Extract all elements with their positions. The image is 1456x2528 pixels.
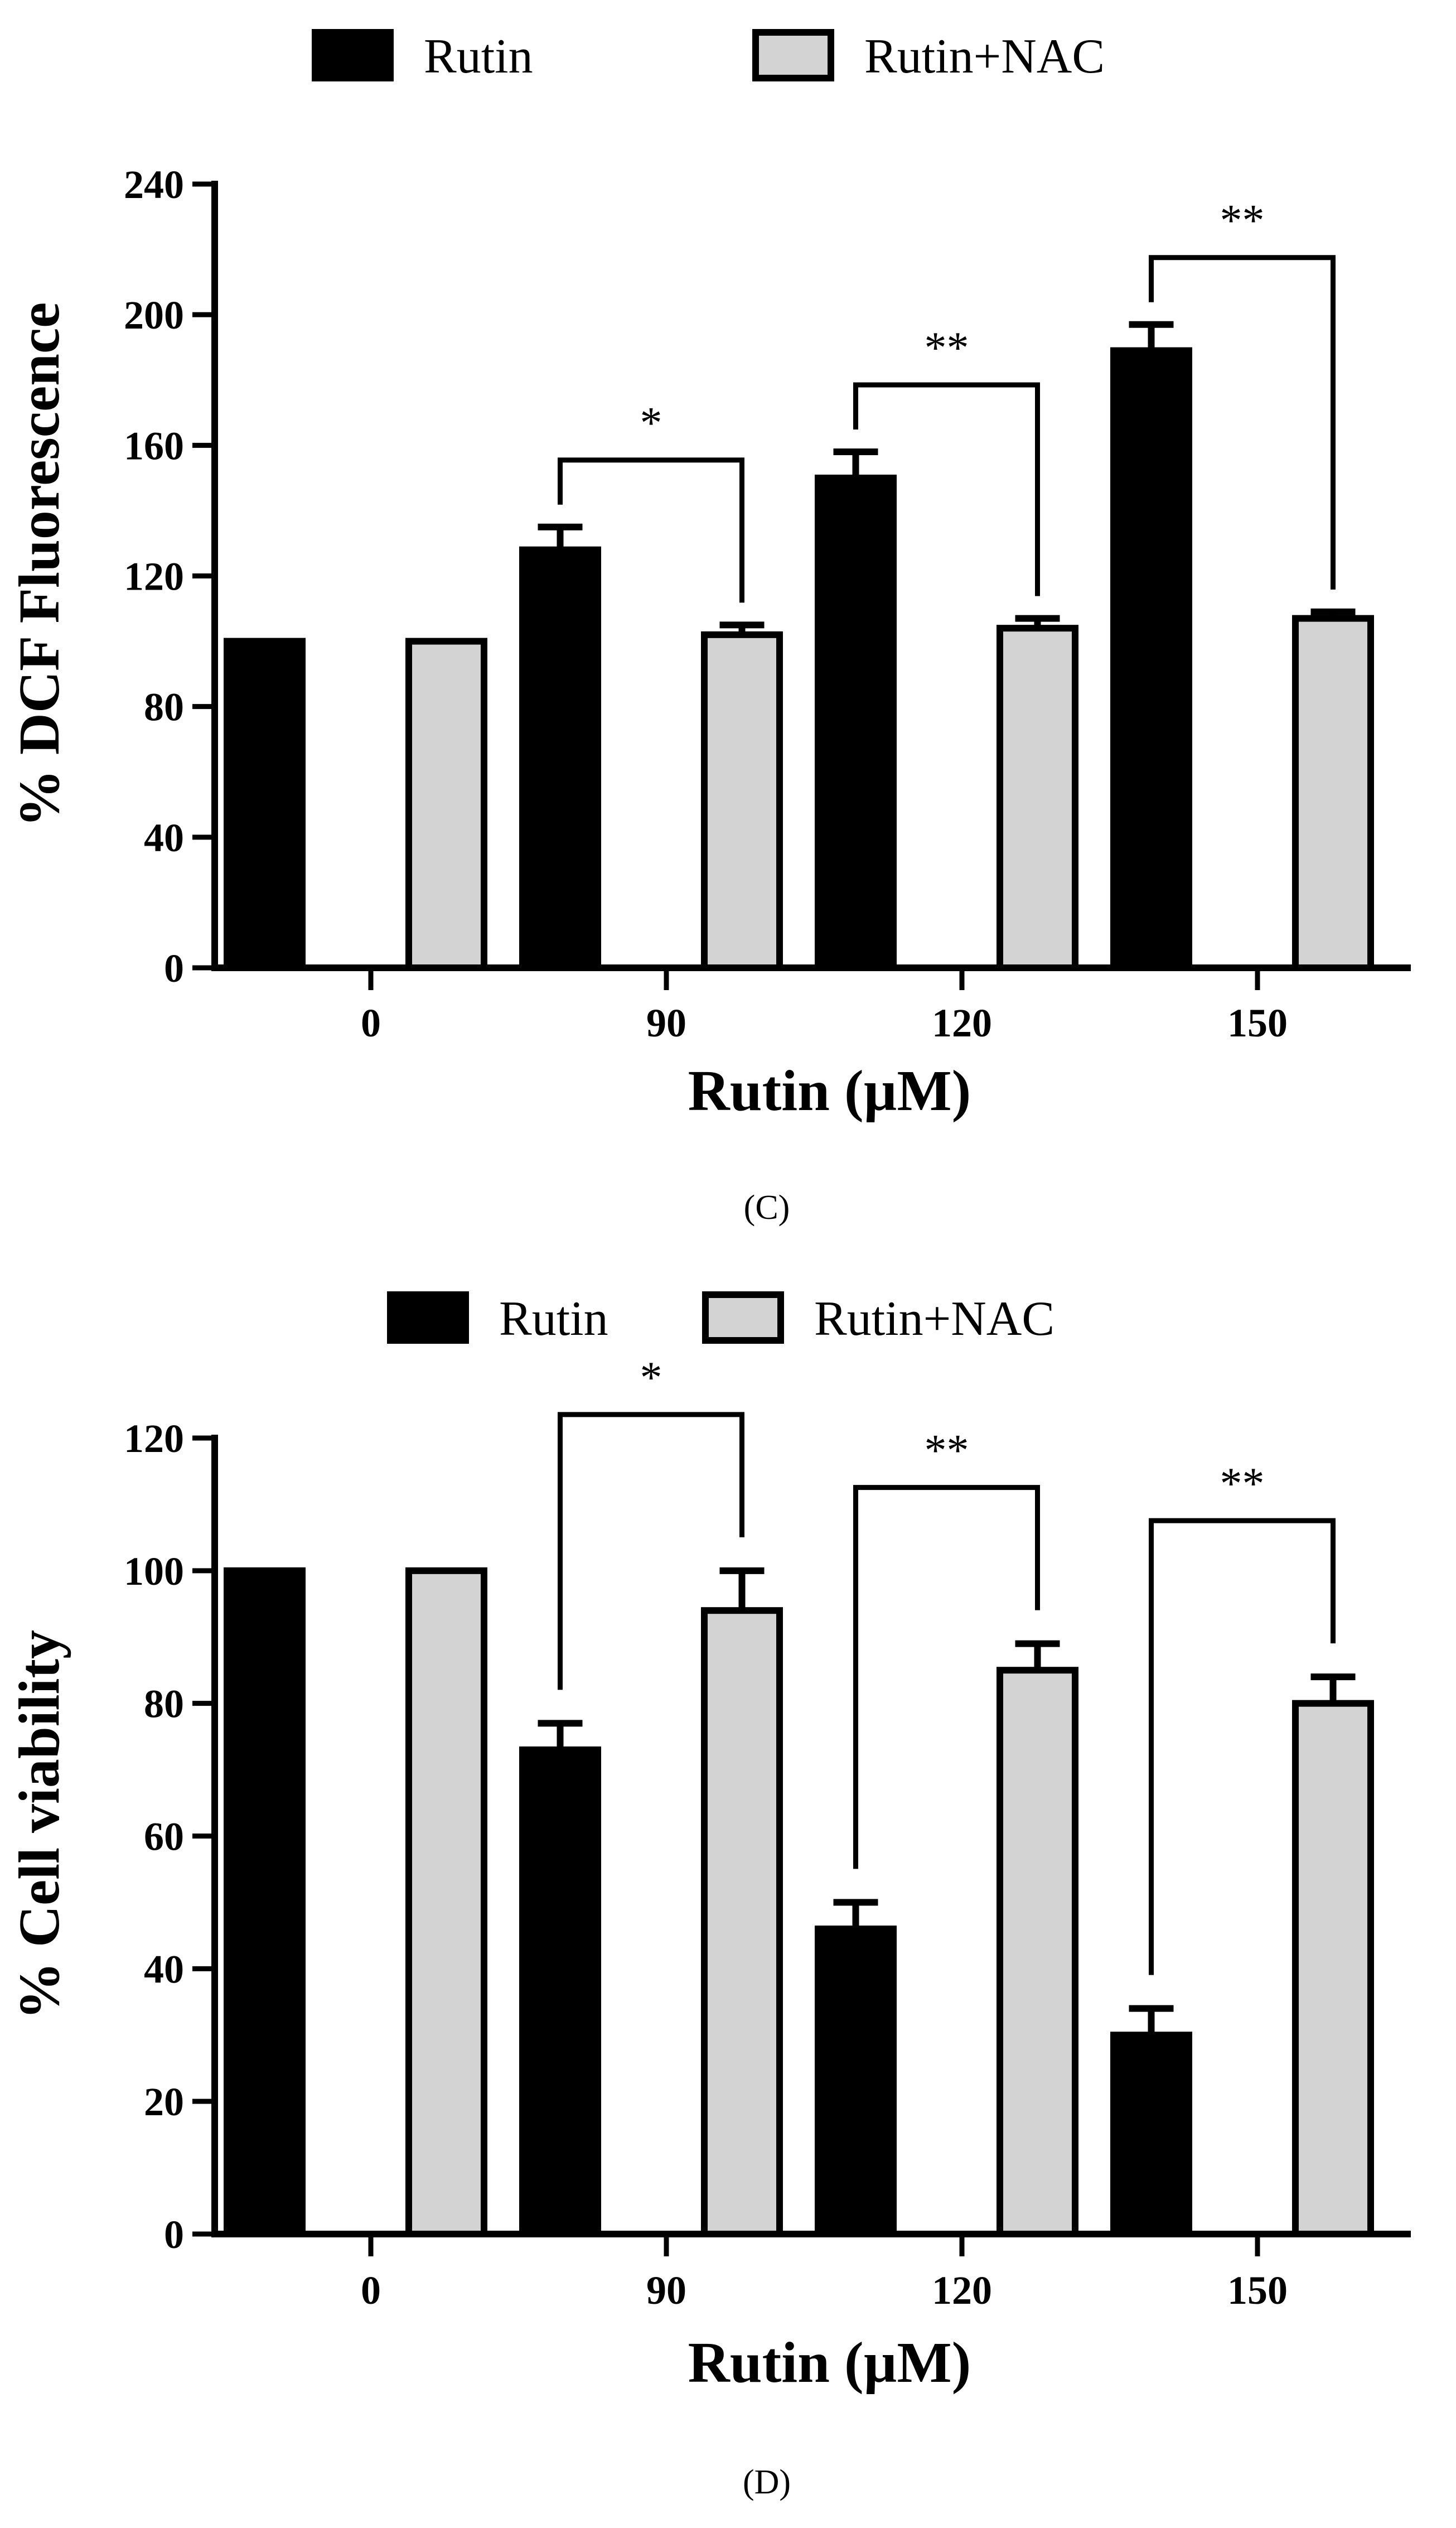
bar-rutin-nac [1292, 615, 1374, 971]
y-tick-label: 120 [124, 1416, 184, 1461]
y-tick-label: 160 [124, 423, 184, 468]
panel-label: (D) [743, 2463, 791, 2501]
y-axis-title: % DCF Fluorescence [7, 302, 71, 828]
significance-label: ** [925, 324, 969, 373]
y-tick-label: 40 [144, 816, 184, 860]
y-tick-label: 60 [144, 1815, 184, 1859]
legend-label-rutin: Rutin [499, 1292, 608, 1346]
y-tick-label: 40 [144, 1947, 184, 1991]
significance-label: * [640, 399, 662, 448]
y-tick-label: 240 [124, 162, 184, 207]
legend-label-rutin-nac: Rutin+NAC [864, 30, 1105, 84]
bar-rutin [815, 474, 897, 971]
bar-rutin-nac [405, 1567, 487, 2237]
x-axis-title: Rutin (µM) [688, 1059, 971, 1123]
x-tick-label: 90 [646, 2268, 686, 2313]
significance-bracket [558, 457, 744, 603]
y-tick-label: 80 [144, 1682, 184, 1726]
legend-swatch-rutin [312, 29, 394, 81]
significance-bracket [1149, 255, 1336, 590]
y-tick-label: 0 [164, 2212, 184, 2257]
y-tick-label: 100 [124, 1549, 184, 1594]
y-tick-label: 200 [124, 293, 184, 337]
significance-label: ** [1220, 1459, 1265, 1508]
bar-rutin [224, 1567, 306, 2237]
x-tick-label: 0 [361, 2268, 381, 2313]
x-axis-title: Rutin (µM) [688, 2331, 971, 2395]
y-tick-label: 20 [144, 2080, 184, 2124]
chart-dcf-fluorescence: Rutin Rutin+NAC 0 40 80 120 160 200 240 0 90 120 150… [7, 29, 1411, 1227]
chart-cell-viability: Rutin Rutin+NAC 0 20 40 60 80 100 120 0 90 120 150 Ru… [7, 1291, 1411, 2501]
bar-rutin-nac [701, 1607, 783, 2237]
panel-label: (C) [744, 1189, 790, 1227]
significance-label: ** [925, 1426, 969, 1475]
x-tick-label: 90 [646, 1001, 686, 1045]
bar-rutin [519, 546, 601, 971]
significance-label: ** [1220, 196, 1265, 245]
legend-label-rutin: Rutin [424, 30, 533, 84]
significance-bracket [1149, 1518, 1336, 1975]
bar-rutin [519, 1746, 601, 2238]
significance-bracket [558, 1412, 744, 1690]
bar-rutin-nac [701, 631, 783, 971]
x-tick-label: 0 [361, 1001, 381, 1045]
y-tick-label: 80 [144, 685, 184, 730]
bar-rutin [1110, 347, 1192, 971]
significance-bracket [853, 1485, 1040, 1869]
bar-rutin [224, 638, 306, 972]
legend-swatch-rutin-nac [752, 29, 834, 81]
bar-rutin-nac [405, 638, 487, 972]
significance-bracket [853, 382, 1040, 596]
bar-rutin [1110, 2032, 1192, 2237]
bar-rutin-nac [1292, 1700, 1374, 2238]
significance-label: * [640, 1353, 662, 1402]
legend-swatch-rutin-nac [702, 1291, 784, 1344]
y-tick-label: 0 [164, 946, 184, 991]
x-tick-label: 120 [932, 1001, 992, 1045]
bar-rutin-nac [997, 1667, 1078, 2237]
x-tick-label: 150 [1227, 2268, 1288, 2313]
y-tick-label: 120 [124, 554, 184, 599]
bar-rutin-nac [997, 625, 1078, 971]
y-axis-title: % Cell viability [7, 1630, 71, 2020]
legend-swatch-rutin [387, 1291, 469, 1344]
bar-rutin [815, 1925, 897, 2238]
legend-label-rutin-nac: Rutin+NAC [814, 1292, 1054, 1346]
x-tick-label: 150 [1227, 1001, 1288, 1045]
x-tick-label: 120 [932, 2268, 992, 2313]
